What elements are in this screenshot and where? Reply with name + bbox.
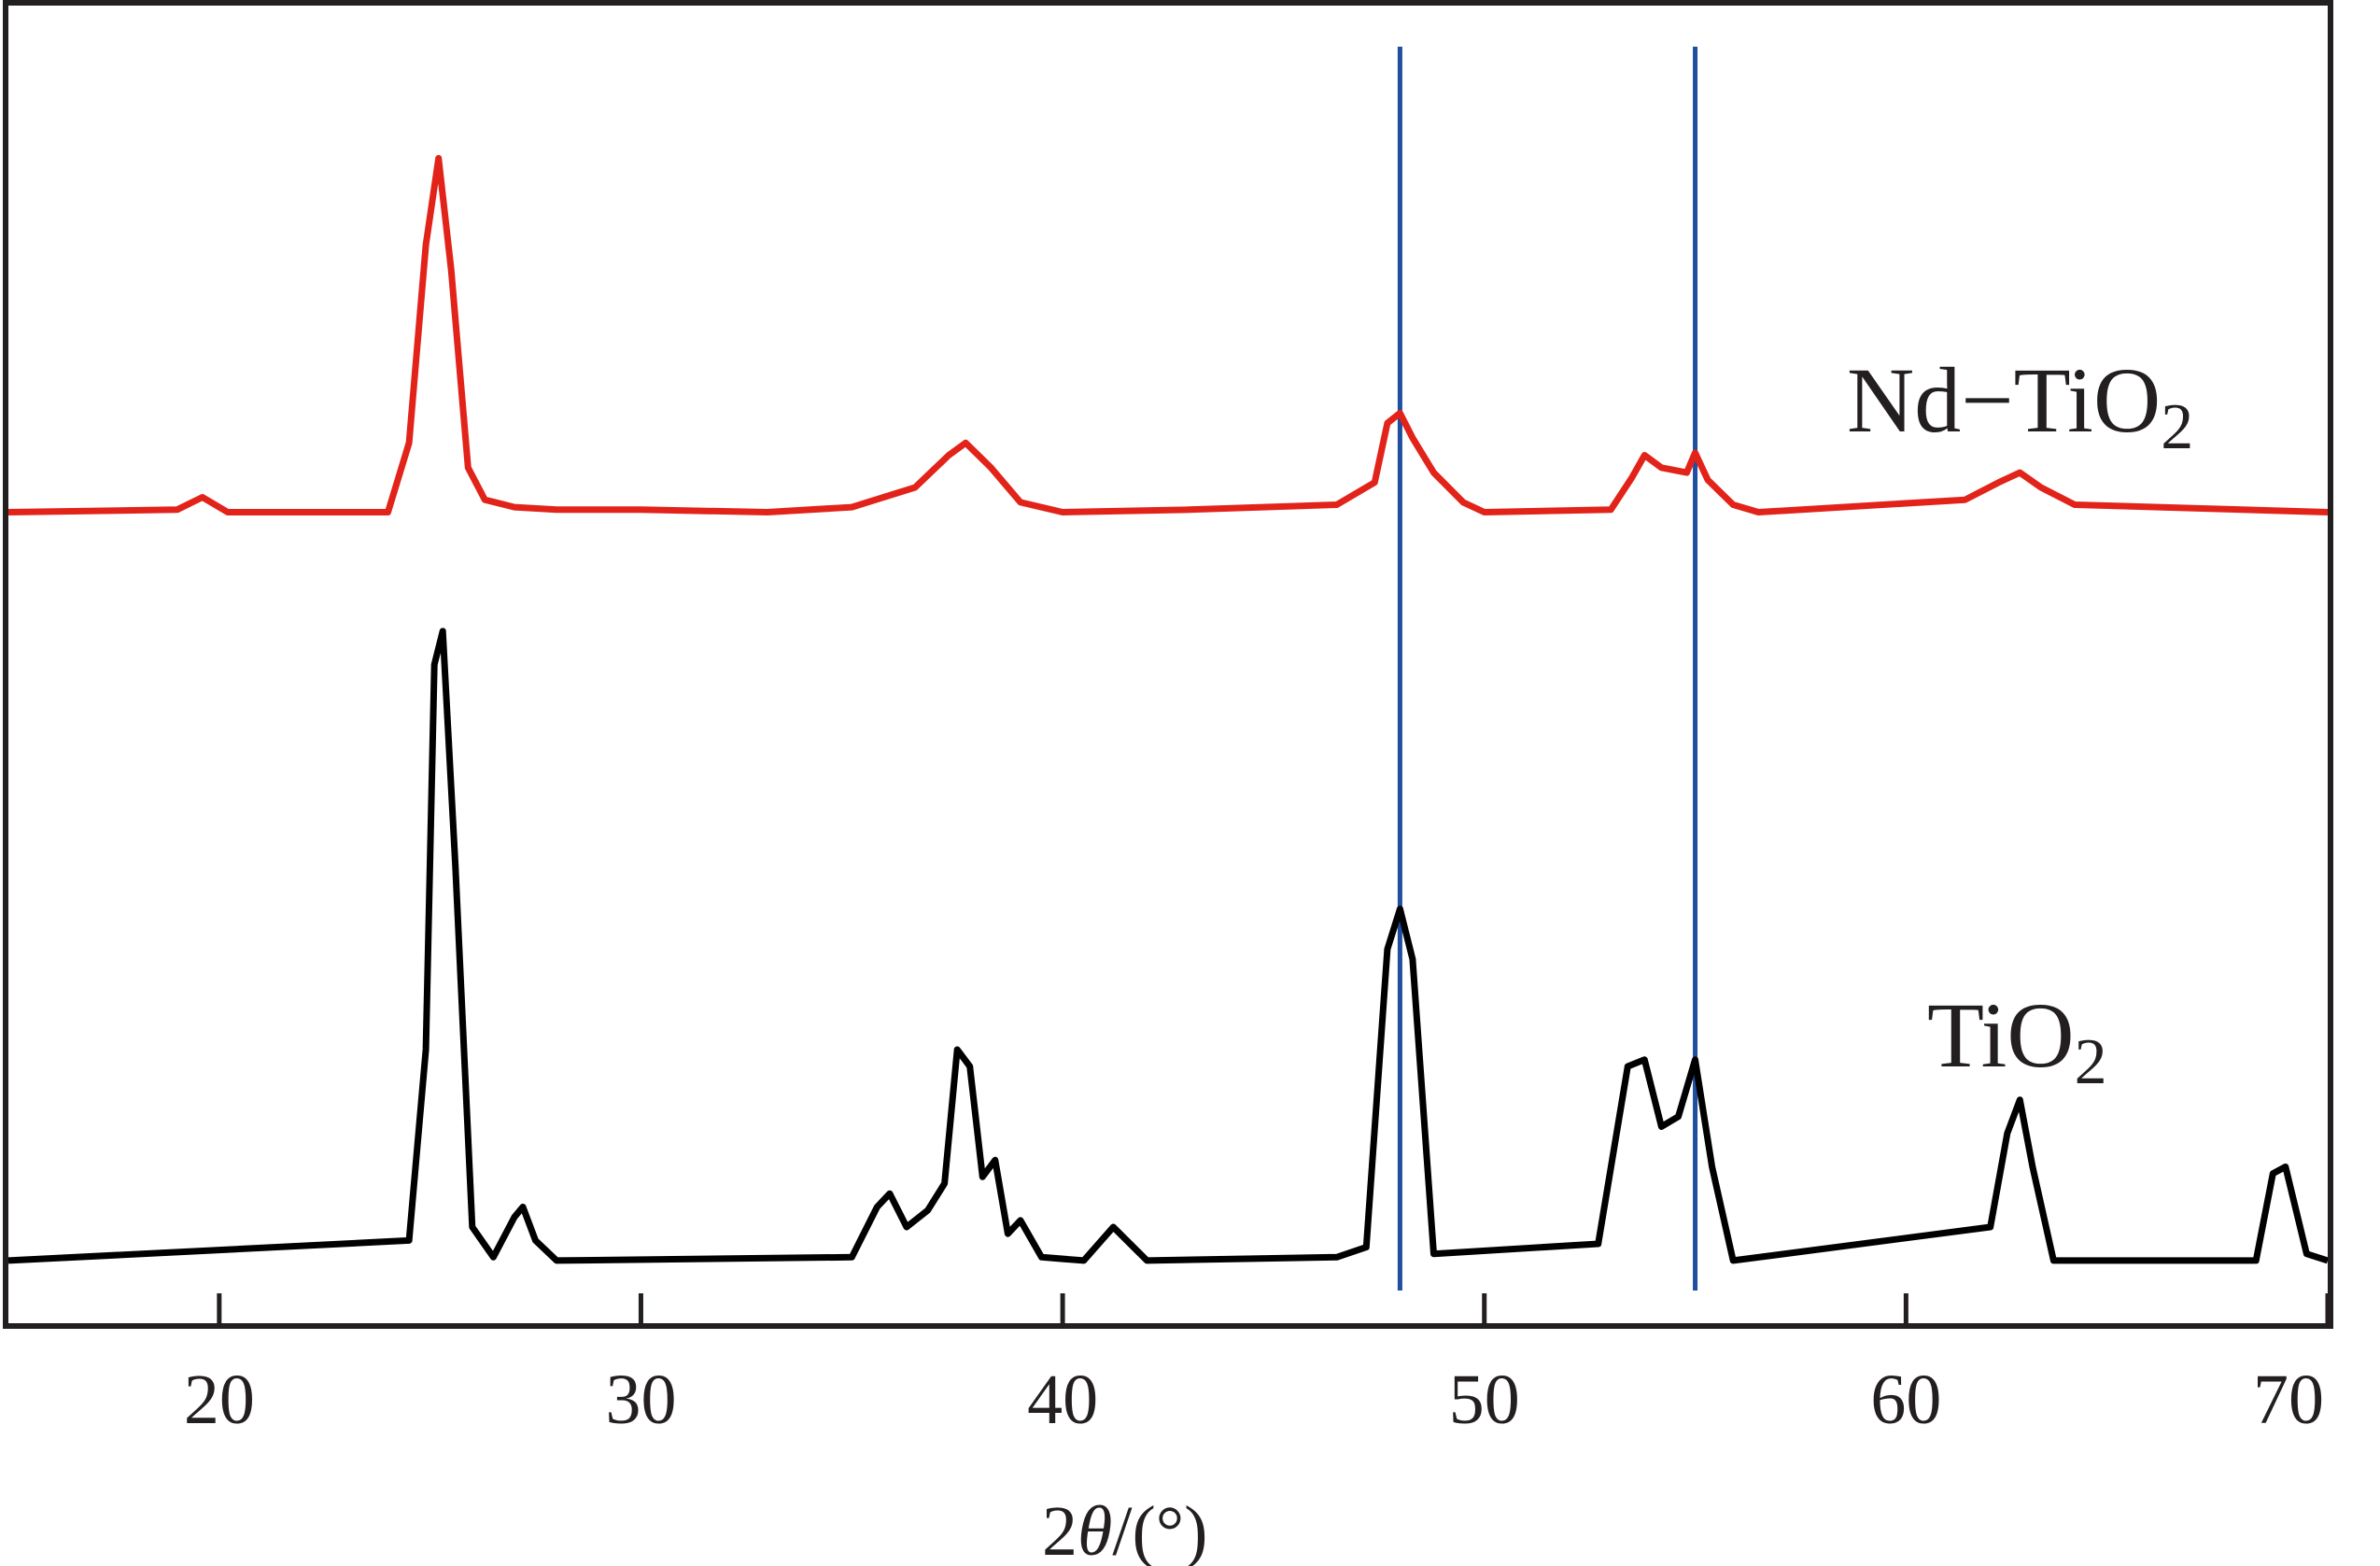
x-tick-label-60: 60 [1870, 1361, 1941, 1439]
plot-frame [3, 0, 2333, 1329]
x-tick-label-20: 20 [184, 1361, 255, 1439]
x-tick-label-70: 70 [2253, 1361, 2324, 1439]
x-tick-label-40: 40 [1027, 1361, 1098, 1439]
series-label-tio2: TiO2 [1927, 983, 2107, 1098]
x-tick-label-50: 50 [1449, 1361, 1520, 1439]
series-line-1 [7, 628, 2330, 1264]
series-line-0 [7, 155, 2329, 515]
x-axis-title: 2θ/(°) [1042, 1492, 1207, 1566]
series-layer [7, 155, 2330, 1264]
x-ticks: 20 30 40 50 60 70 [184, 1293, 2331, 1439]
x-tick-label-30: 30 [605, 1361, 676, 1439]
series-label-nd-tio2: Nd−TiO2 [1847, 348, 2193, 463]
reference-lines [1397, 47, 1698, 1291]
